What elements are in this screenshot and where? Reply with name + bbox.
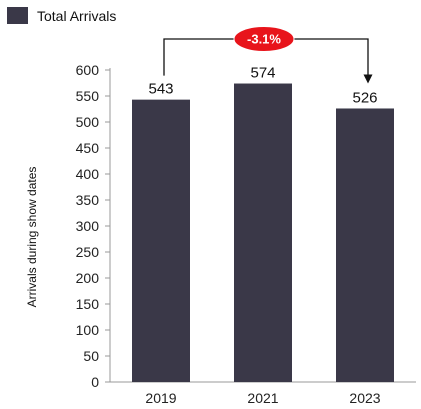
y-tick-label: 350 xyxy=(76,192,100,208)
arrow-head xyxy=(363,74,373,84)
data-label-2019: 543 xyxy=(148,81,173,98)
bars: 543 2019 574 2021 526 2023 xyxy=(132,65,394,406)
y-tick-label: 550 xyxy=(76,88,100,104)
y-tick-label: 200 xyxy=(76,270,100,286)
y-tick-label: 50 xyxy=(83,348,99,364)
data-label-2023: 526 xyxy=(352,89,377,106)
y-tick-label: 450 xyxy=(76,140,100,156)
x-tick-label-2021: 2021 xyxy=(247,390,278,406)
y-tick-label: 250 xyxy=(76,244,100,260)
x-tick-label-2019: 2019 xyxy=(145,390,176,406)
y-tick-label: 0 xyxy=(91,374,99,390)
legend-swatch xyxy=(7,7,28,24)
y-tick-label: 500 xyxy=(76,114,100,130)
change-badge xyxy=(233,26,295,52)
bar-2019 xyxy=(132,99,190,382)
bar-2021 xyxy=(234,83,292,383)
data-label-2021: 574 xyxy=(250,65,275,82)
change-annotation: -3.1% xyxy=(163,26,373,84)
change-badge-label: -3.1% xyxy=(247,32,281,47)
bar-2023 xyxy=(336,108,394,382)
y-tick-label: 600 xyxy=(76,62,100,78)
y-tick-label: 150 xyxy=(76,296,100,312)
legend-label: Total Arrivals xyxy=(37,8,116,24)
axes: 0 50 100 150 200 250 300 350 400 450 500 550 600 xyxy=(76,62,416,390)
y-tick-label: 400 xyxy=(76,166,100,182)
y-axis-title: Arrivals during show dates xyxy=(25,167,39,308)
x-tick-label-2023: 2023 xyxy=(349,390,380,406)
y-tick-label: 100 xyxy=(76,322,100,338)
y-tick-label: 300 xyxy=(76,218,100,234)
